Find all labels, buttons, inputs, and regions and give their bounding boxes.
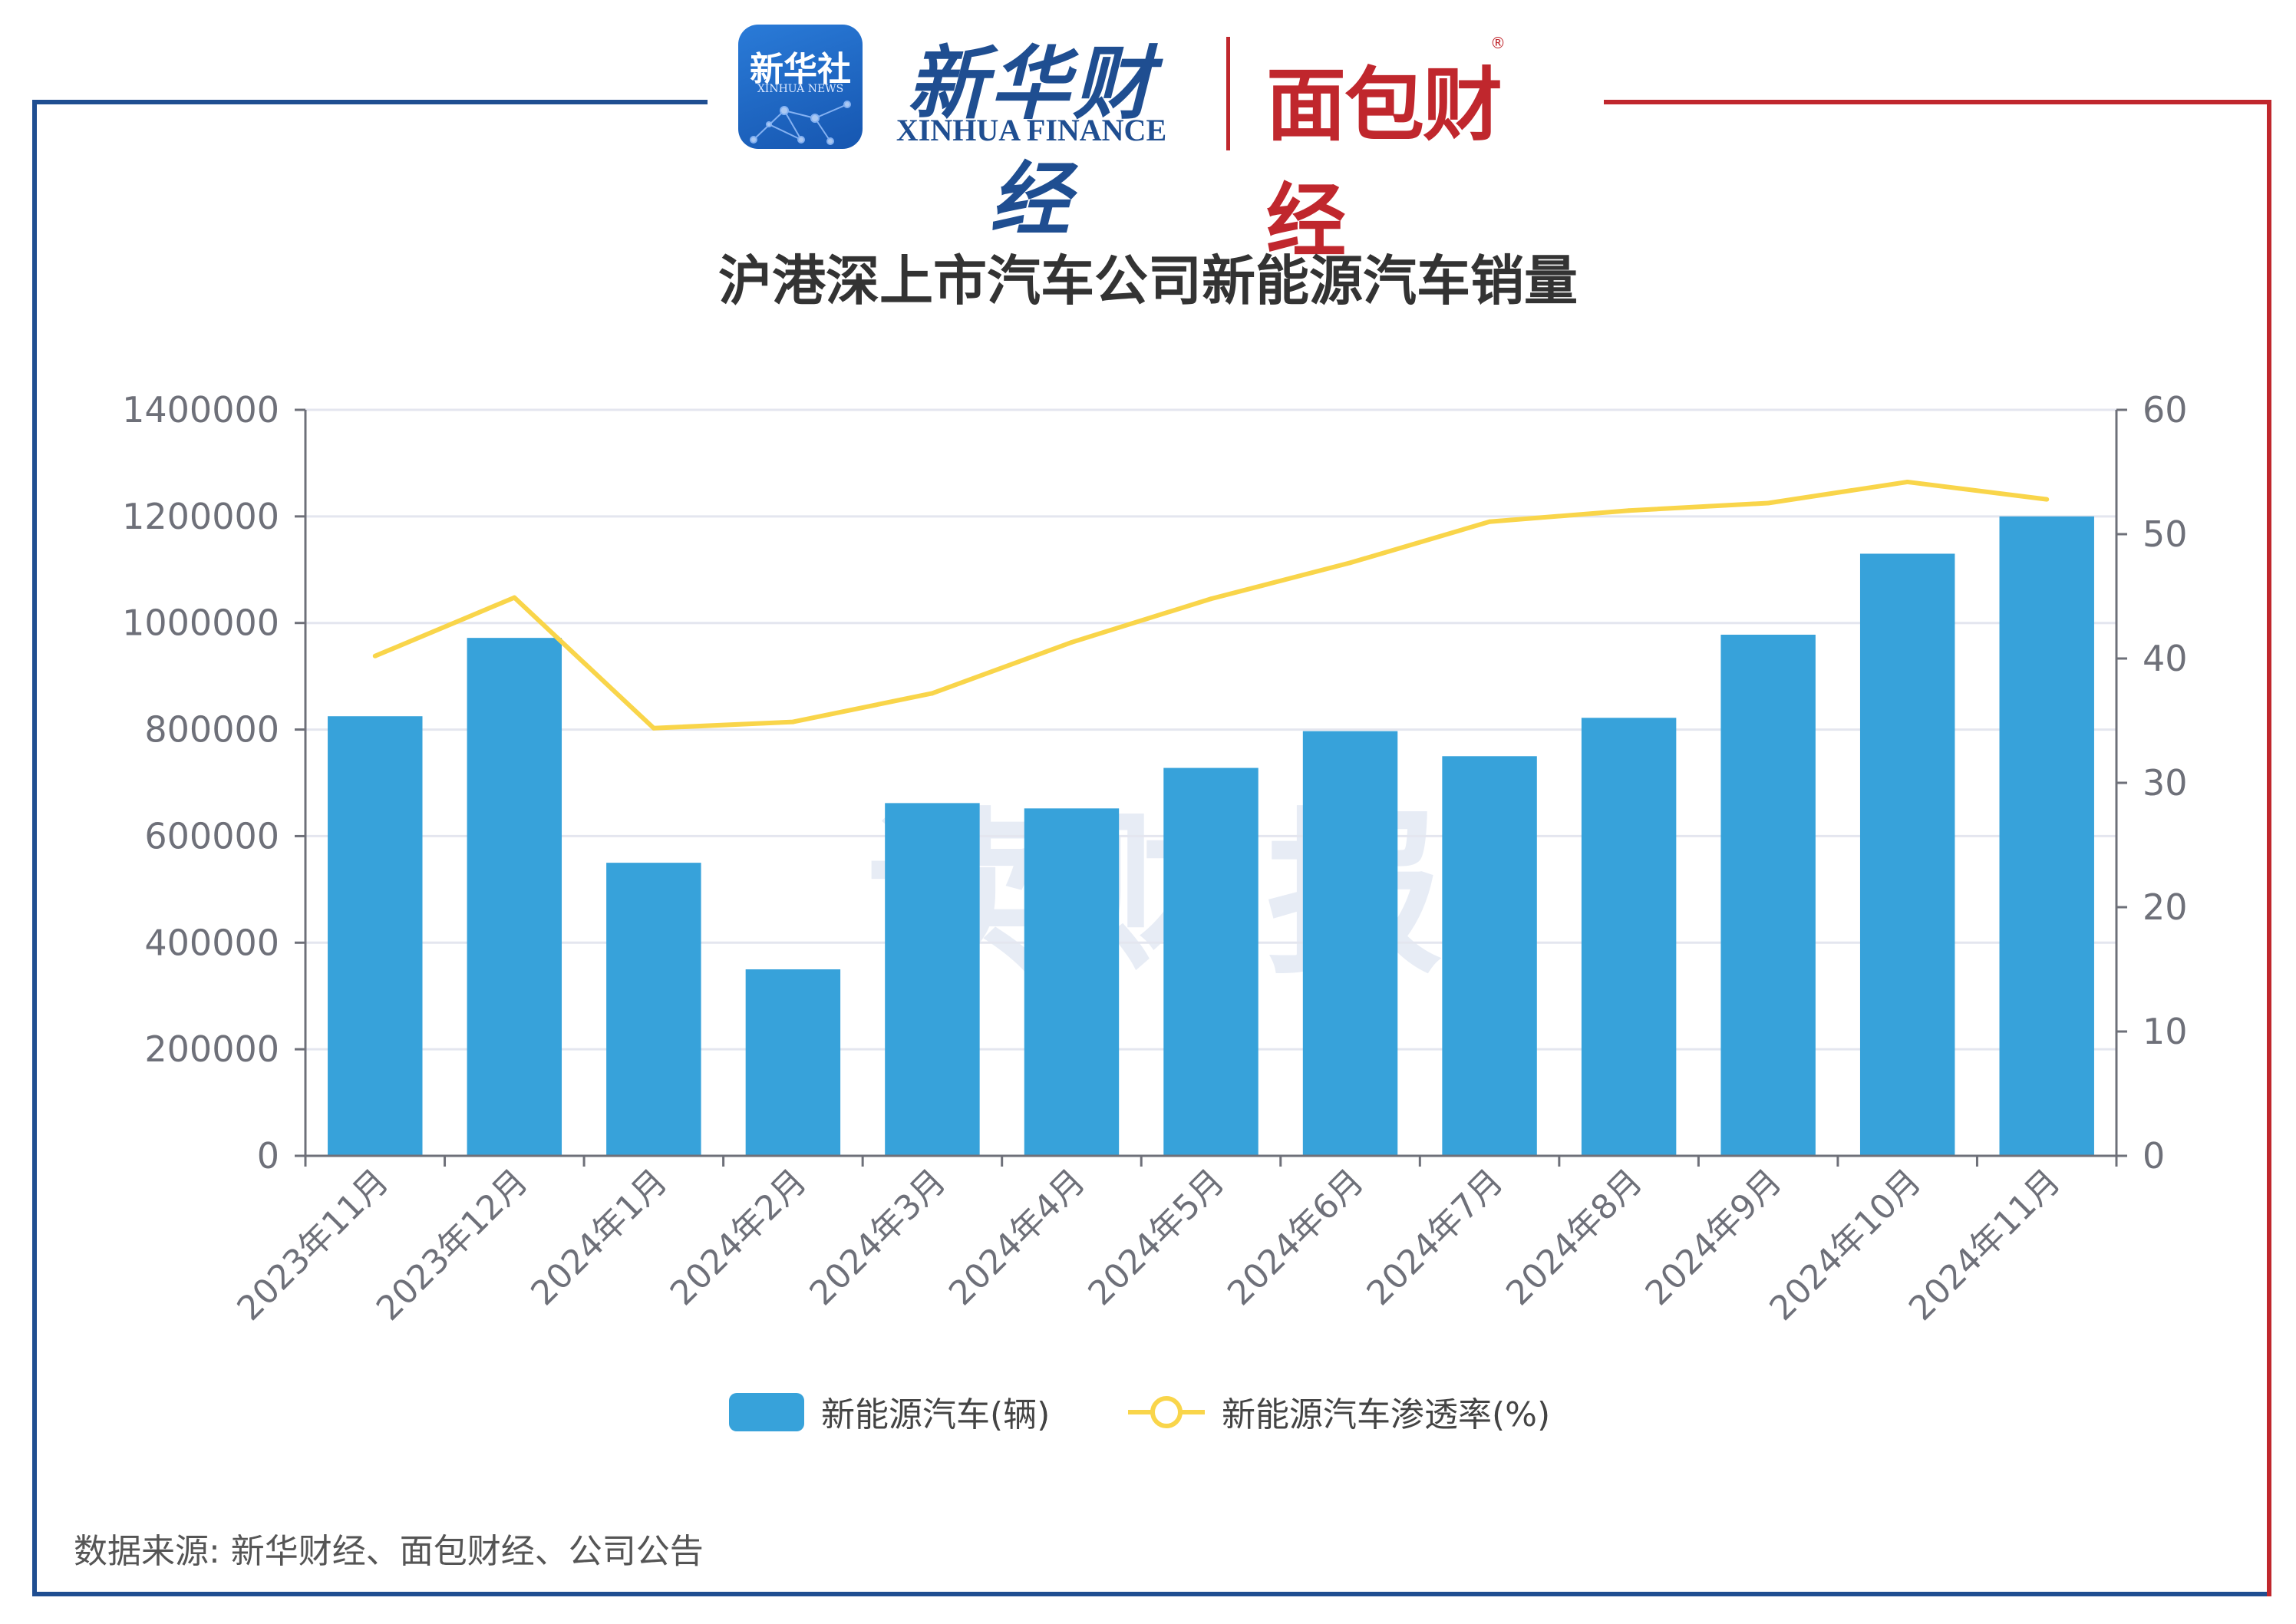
penetration-rate-point (1905, 479, 1910, 484)
frame-bottom-line (32, 1592, 2267, 1596)
bar (1302, 731, 1398, 1156)
right-axis-tick-label: 60 (2143, 389, 2188, 431)
finance-logo-cn: 新华财经 (906, 36, 1156, 246)
chart-title: 沪港深上市汽车公司新能源汽车销量 (718, 249, 1578, 312)
mianbao-finance-logo: 面包财经 ® (1266, 34, 1558, 268)
bar (328, 716, 423, 1156)
right-axis-tick-label: 50 (2143, 513, 2188, 555)
penetration-rate-point (929, 691, 935, 696)
penetration-rate-point (2044, 497, 2050, 502)
penetration-rate-point (1348, 560, 1353, 566)
penetration-rate-point (790, 719, 796, 725)
bar (885, 803, 980, 1156)
legend-line-label[interactable]: 新能源汽车渗透率(%) (1222, 1395, 1551, 1434)
legend-bar-swatch[interactable] (729, 1393, 804, 1431)
xinhua-finance-logo: 新华财经 XINHUA FINANCE (886, 18, 1177, 246)
bar (1720, 634, 1816, 1156)
x-axis-tick-label: 2024年3月 (802, 1162, 953, 1313)
x-axis-tick-label: 2024年4月 (942, 1162, 1093, 1313)
bar (1999, 516, 2094, 1156)
x-axis-tick-label: 2024年5月 (1081, 1162, 1232, 1313)
bar (467, 638, 562, 1156)
frame-top-left-line (32, 100, 708, 104)
x-axis-tick-label: 2024年11月 (1902, 1162, 2068, 1329)
left-axis-tick-label: 1200000 (122, 496, 279, 537)
bar (745, 969, 841, 1156)
frame-right-line (2267, 100, 2271, 1596)
left-axis-tick-label: 0 (257, 1135, 279, 1177)
network-icon (750, 101, 851, 145)
frame-left-line (32, 100, 37, 1596)
penetration-rate-point (651, 725, 656, 731)
xinhua-logo-en: XINHUA NEWS (757, 83, 844, 95)
left-axis-tick-label: 200000 (144, 1028, 279, 1070)
bar (1581, 718, 1677, 1156)
right-axis-tick-label: 40 (2143, 638, 2188, 679)
registered-mark: ® (1490, 34, 1506, 52)
right-axis-tick-label: 0 (2143, 1135, 2165, 1177)
x-axis-tick-label: 2024年9月 (1638, 1162, 1790, 1313)
x-axis-tick-label: 2023年12月 (369, 1162, 536, 1329)
left-axis-tick-label: 600000 (144, 815, 279, 857)
penetration-rate-point (1209, 596, 1213, 602)
left-axis-tick-label: 1400000 (122, 389, 279, 431)
mianbao-logo-cn: 面包财经 (1266, 58, 1503, 268)
right-axis-tick-label: 10 (2143, 1011, 2188, 1052)
penetration-rate-point (512, 595, 517, 600)
finance-logo-en: XINHUA FINANCE (896, 113, 1167, 147)
legend-line-swatch[interactable] (1128, 1393, 1205, 1431)
xinhua-logo-cn: 新华社 (750, 50, 851, 89)
bar (1163, 767, 1259, 1156)
frame-top-right-line (1604, 100, 2271, 104)
xinhua-news-logo: 新华社 XINHUA NEWS (738, 25, 863, 149)
logo-divider (1226, 37, 1230, 150)
legend: 新能源汽车(辆) 新能源汽车渗透率(%) (0, 1385, 2296, 1434)
penetration-rate-point (1487, 519, 1493, 524)
penetration-rate-point (1626, 508, 1631, 513)
left-axis-tick-label: 800000 (144, 709, 279, 751)
data-source-note: 数据来源: 新华财经、面包财经、公司公告 (74, 1532, 704, 1571)
penetration-rate-point (1766, 500, 1771, 506)
bar (1442, 756, 1537, 1156)
x-axis-tick-label: 2024年8月 (1499, 1162, 1650, 1313)
x-axis-tick-label: 2024年6月 (1220, 1162, 1371, 1313)
bar (1859, 553, 1955, 1156)
bar (606, 863, 701, 1156)
right-axis-tick-label: 30 (2143, 762, 2188, 804)
legend-bar-label[interactable]: 新能源汽车(辆) (821, 1395, 1051, 1434)
penetration-rate-point (372, 653, 378, 659)
penetration-rate-point (1069, 639, 1074, 645)
bar (1024, 808, 1120, 1156)
left-axis-tick-label: 1000000 (122, 602, 279, 644)
left-axis-tick-label: 400000 (144, 922, 279, 963)
x-axis-tick-label: 2024年2月 (663, 1162, 814, 1313)
right-axis-tick-label: 20 (2143, 886, 2188, 928)
x-axis-tick-label: 2024年7月 (1360, 1162, 1511, 1313)
x-axis-tick-label: 2024年1月 (523, 1162, 675, 1313)
